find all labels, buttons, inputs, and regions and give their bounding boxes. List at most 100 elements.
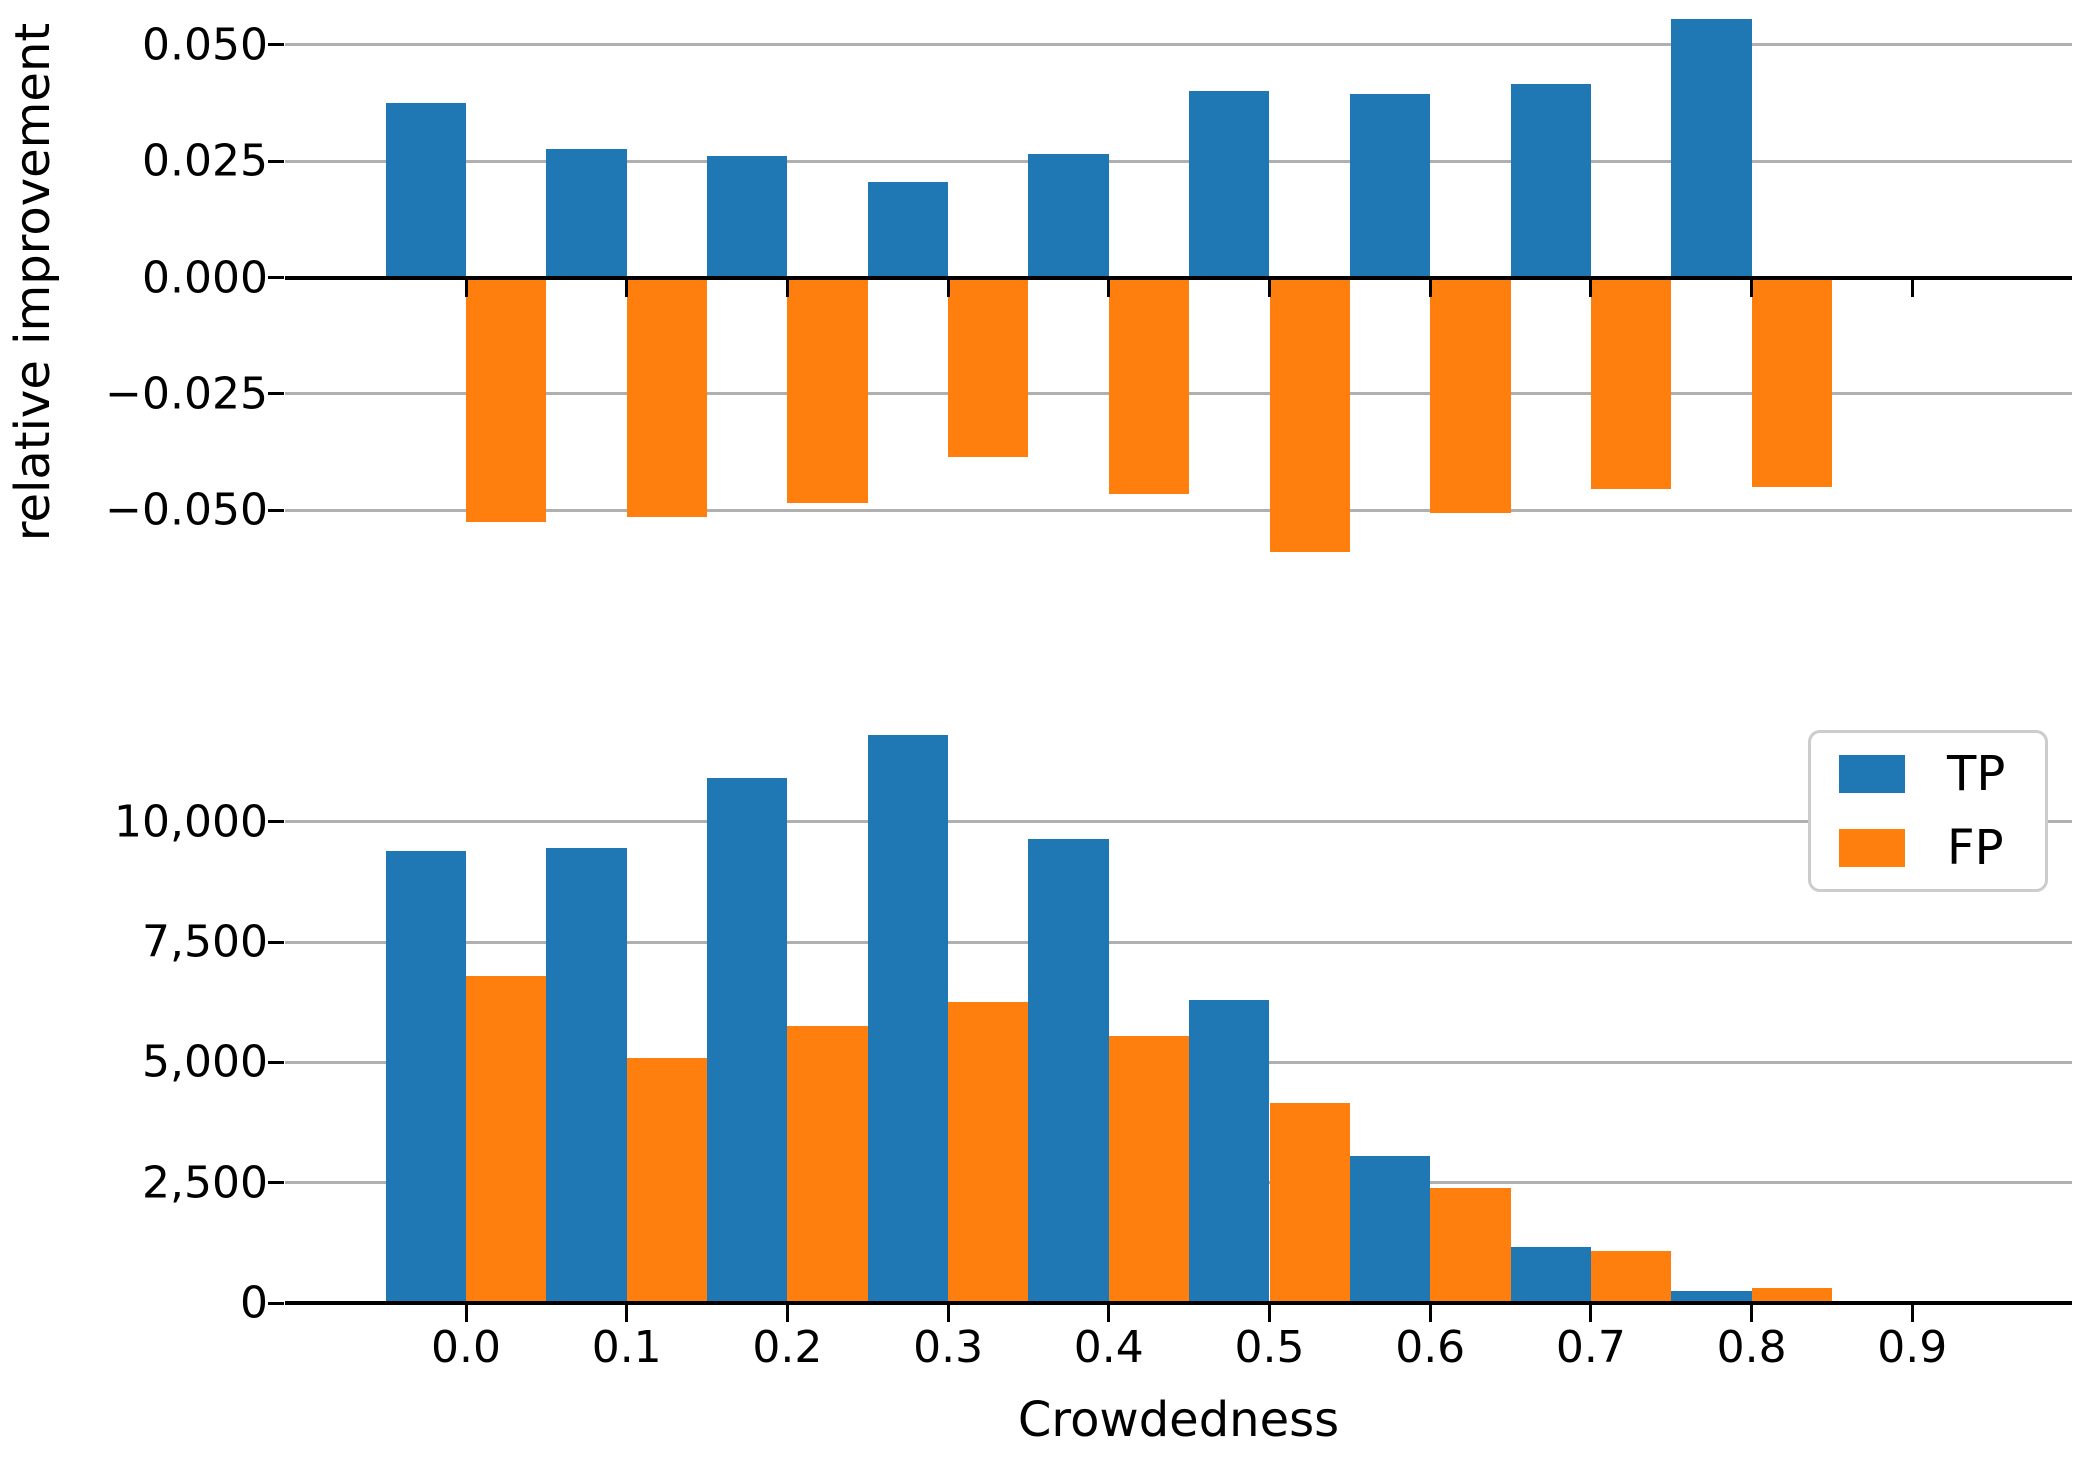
y-tick-label: 0.050 (142, 19, 268, 71)
y-tick-label: 0.025 (142, 135, 268, 187)
x-tick-label: 0.1 (591, 1322, 662, 1373)
x-tick (1268, 1305, 1271, 1322)
y-tick-label: 0.000 (142, 252, 268, 303)
tp-bar (1028, 154, 1109, 278)
fp-bar (466, 975, 547, 1303)
fp-bar (466, 277, 547, 522)
y-axis-label: relative improvement (5, 22, 61, 542)
y-tick (268, 276, 284, 279)
fp-bar (1590, 277, 1672, 490)
tp-bar (707, 156, 788, 278)
fp-bar (1590, 1250, 1672, 1303)
x-tick (1589, 1305, 1593, 1322)
x-tick-label: 0.5 (1234, 1322, 1305, 1373)
y-tick (268, 1181, 284, 1185)
fp-bar (787, 1026, 868, 1303)
fp-bar (1751, 1287, 1832, 1303)
y-tick-label: −0.050 (105, 484, 268, 536)
fp-bar (787, 277, 868, 504)
fp-bar (1269, 277, 1350, 553)
legend-item: TP (1839, 746, 2017, 802)
x-tick (1750, 279, 1754, 297)
tp-bar (707, 778, 788, 1303)
y-tick-label: 10,000 (114, 796, 268, 848)
tp-bar (546, 149, 627, 278)
x-tick (464, 1305, 468, 1322)
y-tick (268, 940, 284, 944)
legend-item: FP (1839, 820, 2017, 876)
fp-bar (1269, 1103, 1350, 1303)
x-tick (1910, 279, 1914, 297)
x-tick-label: 0.9 (1877, 1322, 1948, 1373)
y-tick-label: 0 (240, 1277, 268, 1329)
x-tick (946, 1305, 950, 1322)
tp-bar (867, 182, 949, 278)
fp-bar (1751, 277, 1832, 488)
x-tick (1268, 279, 1271, 297)
fp-bar (948, 277, 1029, 457)
tp-bar (1671, 19, 1752, 278)
fp-bar (1108, 277, 1190, 494)
tp-bar (385, 850, 466, 1303)
legend-swatch-tp (1839, 755, 1905, 793)
y-tick (268, 1060, 284, 1064)
x-tick (625, 279, 629, 297)
fp-bar (1108, 1035, 1190, 1303)
x-tick (1750, 1305, 1754, 1322)
x-tick (785, 279, 789, 297)
y-tick-label: −0.025 (105, 368, 268, 420)
tp-bar (546, 848, 627, 1303)
y-tick (268, 508, 284, 512)
y-tick-label: 2,500 (142, 1157, 268, 1209)
x-tick (1589, 279, 1593, 297)
tp-bar (1349, 93, 1431, 278)
legend-label: TP (1947, 746, 2006, 802)
y-gridline (285, 940, 2072, 944)
fp-bar (948, 1002, 1029, 1303)
x-tick (946, 279, 950, 297)
legend-label: FP (1947, 820, 2004, 876)
tp-bar (1028, 838, 1109, 1303)
tp-bar (1189, 999, 1270, 1303)
y-tick (268, 820, 284, 824)
x-tick (464, 279, 468, 297)
y-gridline (285, 820, 2072, 824)
legend-swatch-fp (1839, 829, 1905, 867)
x-tick (625, 1305, 629, 1322)
x-tick (1428, 1305, 1432, 1322)
x-tick-label: 0.8 (1716, 1322, 1787, 1373)
x-tick (1107, 1305, 1111, 1322)
fp-bar (1430, 277, 1511, 513)
tp-bar (1189, 91, 1270, 278)
zero-axis-line (285, 275, 2072, 280)
fp-bar (1430, 1187, 1511, 1303)
tp-bar (1671, 1291, 1752, 1303)
x-tick (1910, 1305, 1914, 1322)
y-tick (268, 1301, 284, 1305)
y-gridline (285, 43, 2072, 47)
y-tick-label: 5,000 (142, 1036, 268, 1088)
x-tick-label: 0.6 (1395, 1322, 1466, 1373)
y-tick (268, 392, 284, 396)
x-tick-label: 0.4 (1073, 1322, 1144, 1373)
x-tick (1107, 279, 1111, 297)
x-tick (1428, 279, 1432, 297)
tp-bar (1349, 1156, 1431, 1303)
y-tick (268, 159, 284, 163)
x-axis-line (285, 1301, 2072, 1305)
fp-bar (626, 277, 708, 518)
legend: TP FP (1808, 730, 2048, 892)
x-tick-label: 0.7 (1555, 1322, 1626, 1373)
fp-bar (626, 1057, 708, 1303)
y-gridline (285, 508, 2072, 512)
tp-bar (867, 735, 949, 1303)
x-tick-label: 0.2 (752, 1322, 823, 1373)
y-tick (268, 43, 284, 47)
x-tick-label: 0.0 (431, 1322, 501, 1373)
tp-bar (1510, 1246, 1591, 1303)
y-gridline (285, 159, 2072, 163)
x-tick-label: 0.3 (913, 1322, 984, 1373)
tp-bar (385, 102, 466, 278)
x-tick (785, 1305, 789, 1322)
